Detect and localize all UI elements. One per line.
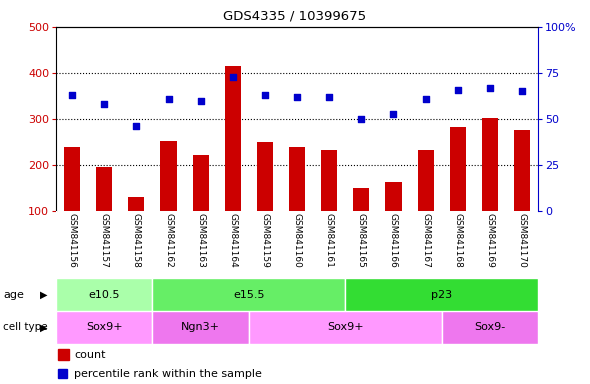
Point bbox=[356, 116, 366, 122]
Text: GSM841162: GSM841162 bbox=[164, 213, 173, 268]
Text: GSM841157: GSM841157 bbox=[100, 213, 109, 268]
Bar bbox=[353, 188, 369, 211]
Text: p23: p23 bbox=[431, 290, 453, 300]
Bar bbox=[345, 278, 538, 311]
Text: ▶: ▶ bbox=[40, 290, 48, 300]
Text: Sox9+: Sox9+ bbox=[327, 322, 363, 333]
Text: age: age bbox=[3, 290, 24, 300]
Point bbox=[421, 96, 430, 102]
Text: GSM841156: GSM841156 bbox=[68, 213, 77, 268]
Point bbox=[164, 96, 173, 102]
Bar bbox=[152, 278, 345, 311]
Text: GSM841166: GSM841166 bbox=[389, 213, 398, 268]
Point bbox=[292, 94, 301, 100]
Bar bbox=[96, 167, 112, 211]
Bar bbox=[225, 66, 241, 211]
Text: GSM841159: GSM841159 bbox=[260, 213, 270, 268]
Bar bbox=[418, 151, 434, 211]
Bar bbox=[450, 127, 466, 211]
Point bbox=[324, 94, 334, 100]
Point bbox=[517, 88, 527, 94]
Text: GSM841170: GSM841170 bbox=[517, 213, 526, 268]
Text: ▶: ▶ bbox=[40, 322, 48, 333]
Text: GSM841168: GSM841168 bbox=[453, 213, 462, 268]
Bar bbox=[442, 311, 538, 344]
Point bbox=[100, 101, 109, 108]
Bar bbox=[482, 118, 498, 211]
Bar bbox=[514, 130, 530, 211]
Point bbox=[67, 92, 77, 98]
Text: GSM841167: GSM841167 bbox=[421, 213, 430, 268]
Point bbox=[485, 84, 494, 91]
Bar bbox=[160, 141, 176, 211]
Text: GSM841164: GSM841164 bbox=[228, 213, 237, 268]
Text: GSM841163: GSM841163 bbox=[196, 213, 205, 268]
Text: Sox9+: Sox9+ bbox=[86, 322, 123, 333]
Text: GSM841160: GSM841160 bbox=[293, 213, 301, 268]
Text: GSM841169: GSM841169 bbox=[486, 213, 494, 268]
Text: Ngn3+: Ngn3+ bbox=[181, 322, 220, 333]
Text: e10.5: e10.5 bbox=[88, 290, 120, 300]
Bar bbox=[385, 182, 402, 211]
Bar bbox=[58, 349, 69, 360]
Bar bbox=[321, 150, 337, 211]
Point bbox=[196, 98, 205, 104]
Bar bbox=[58, 369, 67, 378]
Bar bbox=[289, 147, 305, 211]
Bar bbox=[56, 278, 152, 311]
Bar bbox=[192, 155, 209, 211]
Text: GSM841161: GSM841161 bbox=[324, 213, 334, 268]
Text: e15.5: e15.5 bbox=[233, 290, 264, 300]
Point bbox=[389, 111, 398, 117]
Text: count: count bbox=[74, 349, 106, 360]
Text: GSM841158: GSM841158 bbox=[132, 213, 141, 268]
Bar bbox=[152, 311, 249, 344]
Bar bbox=[64, 147, 80, 211]
Bar bbox=[56, 311, 152, 344]
Point bbox=[453, 86, 463, 93]
Text: GDS4335 / 10399675: GDS4335 / 10399675 bbox=[224, 10, 366, 23]
Bar bbox=[257, 142, 273, 211]
Text: percentile rank within the sample: percentile rank within the sample bbox=[74, 369, 262, 379]
Text: cell type: cell type bbox=[3, 322, 48, 333]
Point bbox=[132, 123, 141, 129]
Point bbox=[260, 92, 270, 98]
Text: Sox9-: Sox9- bbox=[474, 322, 506, 333]
Bar bbox=[249, 311, 442, 344]
Bar bbox=[129, 197, 145, 211]
Text: GSM841165: GSM841165 bbox=[357, 213, 366, 268]
Point bbox=[228, 74, 238, 80]
